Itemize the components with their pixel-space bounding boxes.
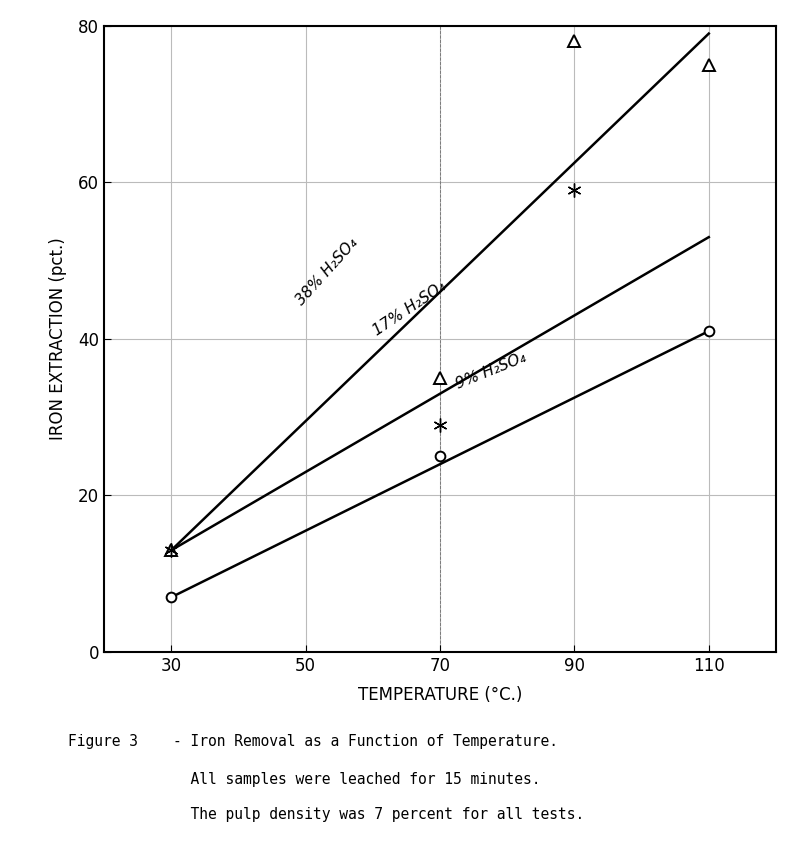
Text: 38% H₂SO₄: 38% H₂SO₄ xyxy=(293,235,361,307)
Y-axis label: IRON EXTRACTION (pct.): IRON EXTRACTION (pct.) xyxy=(49,238,67,440)
Text: 17% H₂SO₄: 17% H₂SO₄ xyxy=(370,280,448,339)
X-axis label: TEMPERATURE (°C.): TEMPERATURE (°C.) xyxy=(358,686,522,704)
Text: The pulp density was 7 percent for all tests.: The pulp density was 7 percent for all t… xyxy=(68,807,584,821)
Text: Figure 3    - Iron Removal as a Function of Temperature.: Figure 3 - Iron Removal as a Function of… xyxy=(68,734,558,748)
Text: 9% H₂SO₄: 9% H₂SO₄ xyxy=(454,350,528,392)
Text: All samples were leached for 15 minutes.: All samples were leached for 15 minutes. xyxy=(68,772,541,787)
